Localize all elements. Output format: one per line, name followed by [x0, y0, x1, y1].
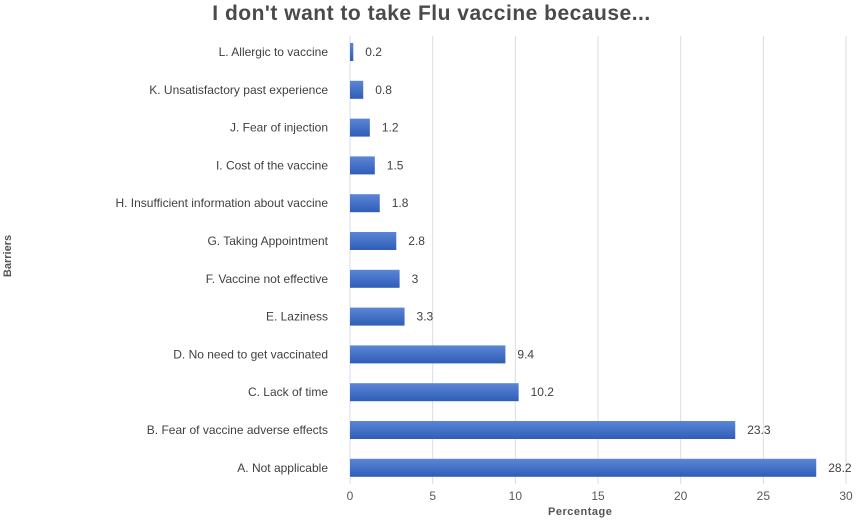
category-label: D. No need to get vaccinated: [173, 347, 328, 361]
bar: [350, 156, 375, 175]
category-label: J. Fear of injection: [230, 121, 328, 135]
category-label: I. Cost of the vaccine: [216, 158, 328, 172]
bar: [350, 80, 364, 99]
gridlines: [349, 36, 847, 484]
x-axis-label: Percentage: [548, 506, 613, 518]
data-label: 23.3: [747, 423, 771, 437]
bar: [350, 43, 354, 61]
data-label: 10.2: [531, 385, 555, 399]
x-tick-label: 20: [674, 489, 688, 503]
bar: [350, 345, 506, 364]
data-label: 9.4: [517, 347, 534, 361]
data-label: 0.2: [365, 45, 382, 59]
category-label: H. Insufficient information about vaccin…: [115, 196, 328, 210]
bar: [350, 307, 405, 326]
category-label: G. Taking Appointment: [207, 234, 328, 248]
bars: [350, 43, 817, 477]
x-tick-label: 15: [591, 489, 605, 503]
x-tick-label: 30: [839, 489, 853, 503]
data-label: 1.5: [387, 158, 404, 172]
chart-title: I don't want to take Flu vaccine because…: [212, 2, 651, 25]
category-label: L. Allergic to vaccine: [219, 45, 329, 59]
bar: [350, 232, 397, 250]
category-label: K. Unsatisfactory past experience: [149, 83, 328, 97]
bar: [350, 194, 380, 213]
bar: [350, 383, 519, 402]
bar: [350, 269, 400, 288]
bar: [350, 421, 736, 439]
bar: [350, 458, 817, 477]
x-tick-label: 0: [347, 489, 354, 503]
data-label: 3.3: [417, 310, 434, 324]
data-label: 2.8: [408, 234, 425, 248]
data-label: 28.2: [828, 461, 852, 475]
category-label: F. Vaccine not effective: [206, 272, 329, 286]
data-label: 1.8: [392, 196, 409, 210]
x-tick-label: 10: [509, 489, 523, 503]
data-label: 3: [412, 272, 419, 286]
data-label: 0.8: [375, 83, 392, 97]
x-tick-label: 25: [757, 489, 771, 503]
category-label: A. Not applicable: [237, 461, 328, 475]
x-tick-labels: 0 5 10 15 20 25 30: [347, 489, 853, 503]
category-label: B. Fear of vaccine adverse effects: [147, 423, 328, 437]
data-label: 1.2: [382, 121, 399, 135]
x-tick-label: 5: [429, 489, 436, 503]
bar: [350, 118, 370, 137]
data-labels: 0.2 0.8 1.2 1.5 1.8 2.8 3 3.3 9.4 10.2 23.3 28.2: [365, 45, 852, 475]
category-label: E. Laziness: [266, 310, 328, 324]
category-label: C. Lack of time: [248, 385, 328, 399]
category-labels: L. Allergic to vaccine K. Unsatisfactory …: [115, 45, 328, 475]
